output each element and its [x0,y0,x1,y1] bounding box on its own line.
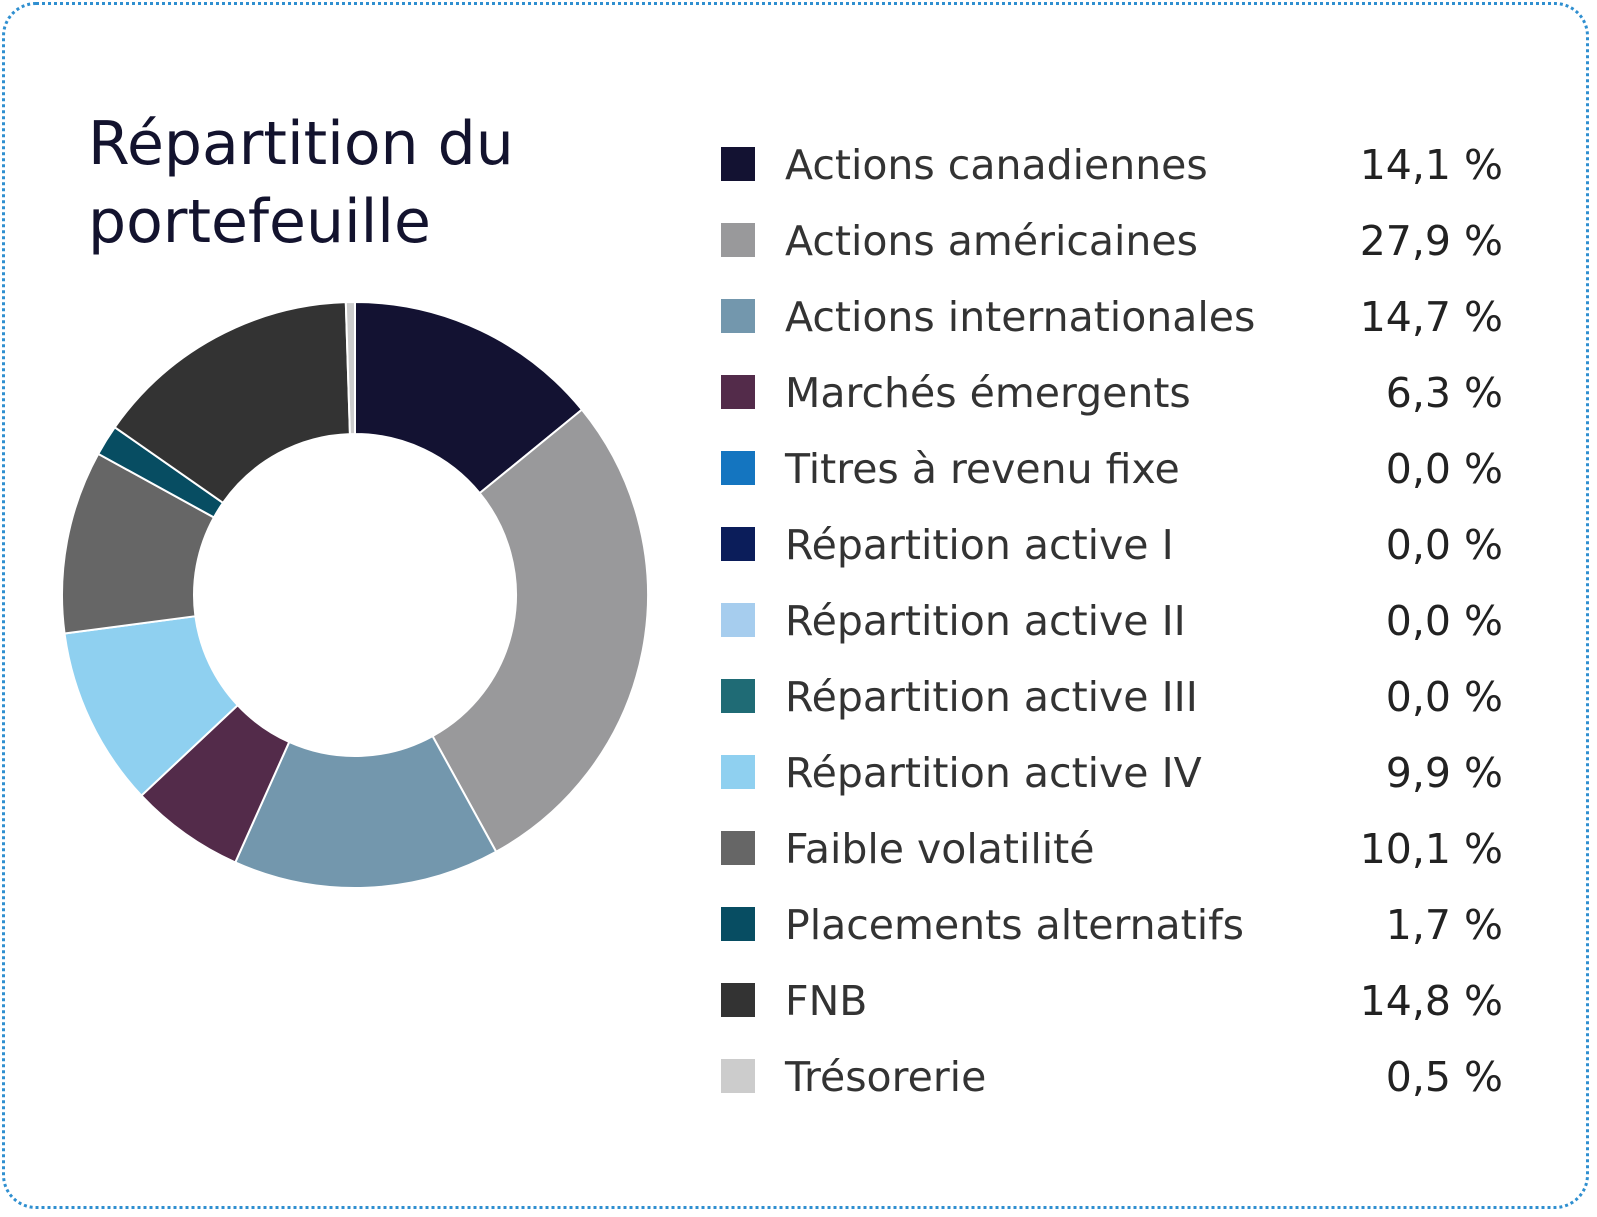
legend-item-actions-canadiennes: Actions canadiennes 14,1 % [721,129,1503,205]
chart-title-line-1: Répartition du [88,109,514,179]
legend-item-faible-volatilite: Faible volatilité 10,1 % [721,813,1503,889]
legend-value: 6,3 % [1385,369,1503,417]
legend-value: 27,9 % [1359,217,1503,265]
legend-swatch [721,603,755,637]
legend-swatch [721,527,755,561]
legend-label: Répartition active IV [785,749,1202,797]
chart-title-line-2: portefeuille [88,187,431,257]
legend-label: Faible volatilité [785,825,1095,873]
legend-value: 14,8 % [1359,977,1503,1025]
legend-swatch [721,755,755,789]
legend-label: Actions internationales [785,293,1256,341]
legend-swatch [721,907,755,941]
legend-value: 0,0 % [1385,597,1503,645]
legend-label: FNB [785,977,868,1025]
legend-item-repartition-active-iii: Répartition active III 0,0 % [721,661,1503,737]
slice-actions-americaines [431,408,649,854]
legend-label: Marchés émergents [785,369,1191,417]
legend-swatch [721,1059,755,1093]
legend-item-tresorerie: Trésorerie 0,5 % [721,1041,1503,1117]
legend-label: Placements alternatifs [785,901,1244,949]
legend-item-marches-emergents: Marchés émergents 6,3 % [721,357,1503,433]
donut-chart [61,300,649,889]
legend-value: 14,1 % [1359,141,1503,189]
legend-value: 1,7 % [1385,901,1503,949]
legend-value: 9,9 % [1385,749,1503,797]
slice-fnb [113,301,351,505]
legend-swatch [721,831,755,865]
legend-item-placements-alternatifs: Placements alternatifs 1,7 % [721,889,1503,965]
legend-label: Trésorerie [785,1053,987,1101]
slice-actions-canadiennes [354,300,584,495]
legend-item-repartition-active-ii: Répartition active II 0,0 % [721,585,1503,661]
legend-item-actions-internationales: Actions internationales 14,7 % [721,281,1503,357]
legend-label: Répartition active I [785,521,1174,569]
legend-value: 0,0 % [1385,445,1503,493]
legend-item-titres-a-revenu-fixe: Titres à revenu fixe 0,0 % [721,433,1503,509]
legend-label: Répartition active III [785,673,1198,721]
slice-tresorerie [344,300,356,436]
legend-swatch [721,679,755,713]
legend-item-actions-americaines: Actions américaines 27,9 % [721,205,1503,281]
legend-swatch [721,147,755,181]
legend-label: Actions américaines [785,217,1198,265]
legend: Actions canadiennes 14,1 % Actions américa… [721,129,1503,1117]
legend-value: 0,5 % [1385,1053,1503,1101]
chart-title: Répartition du portefeuille [88,105,648,261]
legend-value: 14,7 % [1359,293,1503,341]
legend-swatch [721,223,755,257]
legend-value: 10,1 % [1359,825,1503,873]
legend-label: Titres à revenu fixe [785,445,1180,493]
legend-label: Actions canadiennes [785,141,1208,189]
legend-swatch [721,983,755,1017]
legend-item-fnb: FNB 14,8 % [721,965,1503,1041]
legend-label: Répartition active II [785,597,1186,645]
legend-swatch [721,299,755,333]
legend-item-repartition-active-iv: Répartition active IV 9,9 % [721,737,1503,813]
legend-swatch [721,375,755,409]
legend-value: 0,0 % [1385,521,1503,569]
legend-swatch [721,451,755,485]
legend-item-repartition-active-i: Répartition active I 0,0 % [721,509,1503,585]
legend-value: 0,0 % [1385,673,1503,721]
